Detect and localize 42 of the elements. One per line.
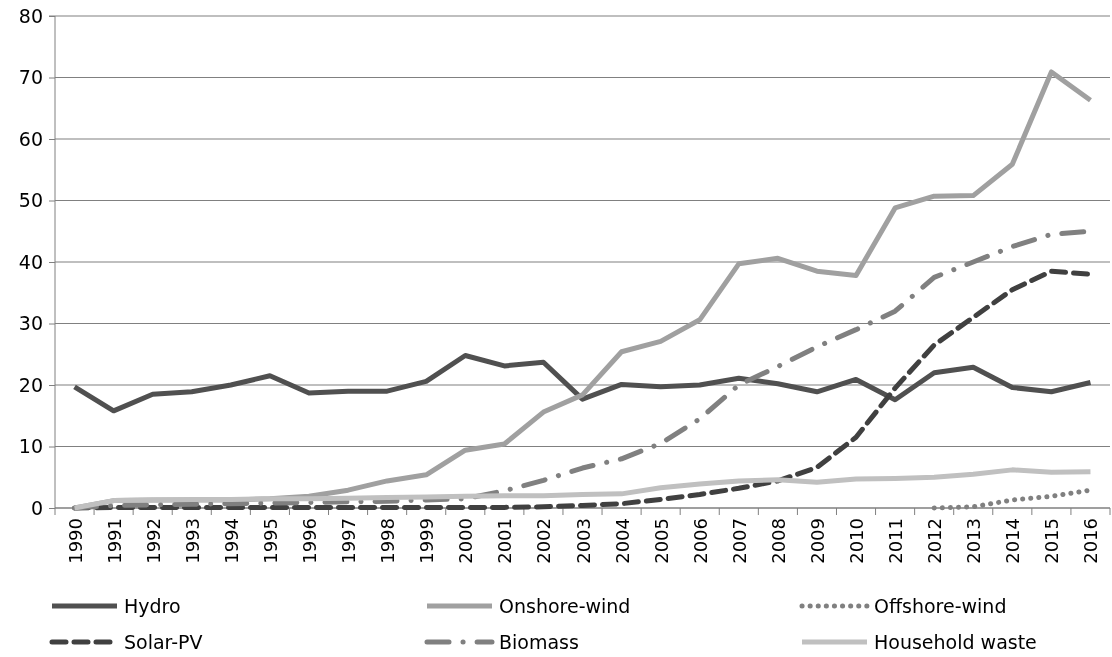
x-tick-label: 2012 (924, 518, 946, 564)
x-tick-label: 2014 (1002, 518, 1024, 564)
x-tick-label: 1991 (103, 518, 125, 564)
x-tick-label: 2006 (689, 518, 711, 564)
y-tick-label: 30 (18, 312, 43, 335)
legend-label: Hydro (124, 595, 181, 617)
legend-label: Solar-PV (124, 631, 203, 653)
x-tick-label: 2002 (533, 518, 555, 564)
legend-label: Onshore-wind (499, 595, 631, 617)
y-tick-label: 70 (18, 66, 43, 89)
x-tick-label: 2004 (611, 518, 633, 564)
x-tick-label: 2010 (846, 518, 868, 564)
y-tick-label: 40 (18, 250, 43, 273)
x-tick-label: 1996 (298, 518, 320, 564)
x-tick-label: 1993 (181, 518, 203, 564)
y-tick-label: 60 (18, 127, 43, 150)
x-tick-label: 1992 (142, 518, 164, 564)
x-tick-label: 1998 (377, 518, 399, 564)
y-tick-label: 10 (18, 435, 43, 458)
x-tick-label: 2003 (572, 518, 594, 564)
y-tick-label: 50 (18, 189, 43, 212)
x-tick-label: 2009 (806, 518, 828, 564)
x-tick-label: 2000 (455, 518, 477, 564)
x-tick-label: 2008 (767, 518, 789, 564)
x-tick-label: 2016 (1080, 518, 1102, 564)
x-tick-label: 1990 (64, 518, 86, 564)
y-tick-label: 0 (30, 496, 43, 519)
legend-label: Household waste (874, 631, 1037, 653)
x-tick-label: 2005 (650, 518, 672, 564)
legend-label: Offshore-wind (874, 595, 1007, 617)
x-tick-label: 2007 (728, 518, 750, 564)
legend-label: Biomass (499, 631, 579, 653)
x-tick-label: 2011 (885, 518, 907, 564)
y-tick-label: 80 (18, 4, 43, 27)
x-tick-label: 1999 (416, 518, 438, 564)
x-tick-label: 1995 (259, 518, 281, 564)
x-tick-label: 2001 (494, 518, 516, 564)
x-tick-label: 1997 (338, 518, 360, 564)
y-tick-label: 20 (18, 373, 43, 396)
x-tick-label: 2013 (963, 518, 985, 564)
x-tick-label: 1994 (220, 518, 242, 564)
x-tick-label: 2015 (1041, 518, 1063, 564)
